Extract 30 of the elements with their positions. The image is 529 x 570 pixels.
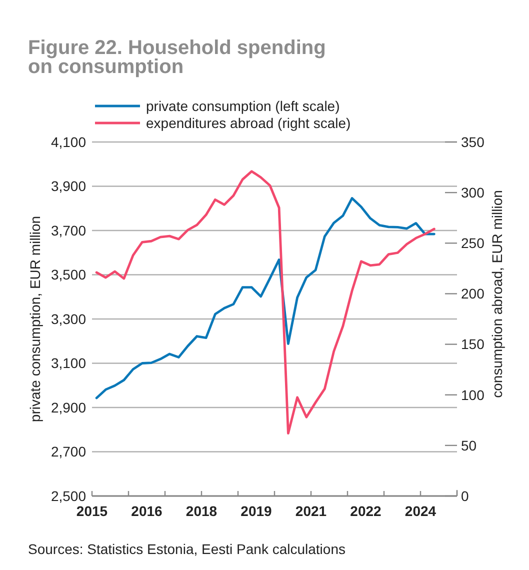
x-tick-label: 2024	[404, 503, 436, 519]
x-tick-label: 2018	[186, 503, 218, 519]
y-axis-title: private consumption, EUR million	[27, 216, 43, 422]
y2-tick-label: 350	[461, 134, 485, 150]
y-tick-label: 3,700	[50, 222, 86, 238]
x-tick-label: 2021	[295, 503, 327, 519]
y-tick-label: 3,500	[50, 266, 86, 283]
x-tick-label: 2015	[76, 503, 108, 519]
y2-tick-label: 0	[461, 488, 469, 504]
x-tick-label: 2016	[131, 503, 163, 519]
legend-label: expenditures abroad (right scale)	[146, 114, 351, 131]
x-tick-label: 2019	[240, 503, 272, 519]
y2-tick-label: 50	[461, 437, 477, 454]
y-tick-label: 3,100	[50, 355, 86, 372]
y2-axis-title: consumption abroad, EUR million	[489, 190, 505, 398]
y2-tick-label: 200	[461, 286, 485, 302]
chart-title: Figure 22. Household spending on consumption	[28, 37, 326, 78]
y-tick-label: 3,300	[50, 310, 86, 327]
y-tick-label: 2,500	[50, 488, 86, 504]
y2-tick-label: 300	[461, 184, 485, 200]
y-tick-label: 2,700	[50, 444, 86, 460]
y-tick-label: 2,900	[50, 399, 86, 416]
x-tick-label: 2022	[350, 503, 382, 519]
y2-tick-label: 250	[461, 235, 485, 252]
y2-tick-label: 150	[461, 336, 485, 352]
y2-tick-label: 100	[461, 386, 485, 403]
source-note: Sources: Statistics Estonia, Eesti Pank calculations	[28, 541, 346, 557]
legend-label: private consumption (left scale)	[146, 98, 340, 114]
y-tick-label: 3,900	[50, 178, 86, 194]
y-tick-label: 4,100	[50, 134, 86, 150]
